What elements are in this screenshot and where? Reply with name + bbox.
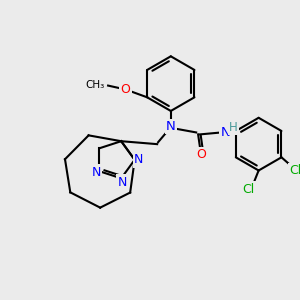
Text: CH₃: CH₃ xyxy=(85,80,104,90)
Text: N: N xyxy=(118,176,127,189)
Text: O: O xyxy=(196,148,206,161)
Text: H: H xyxy=(229,121,238,134)
Text: Cl: Cl xyxy=(289,164,300,178)
Text: N: N xyxy=(220,126,230,139)
Text: N: N xyxy=(166,120,176,133)
Text: N: N xyxy=(92,166,101,179)
Text: N: N xyxy=(134,153,143,166)
Text: Cl: Cl xyxy=(243,182,255,196)
Text: O: O xyxy=(121,83,130,96)
